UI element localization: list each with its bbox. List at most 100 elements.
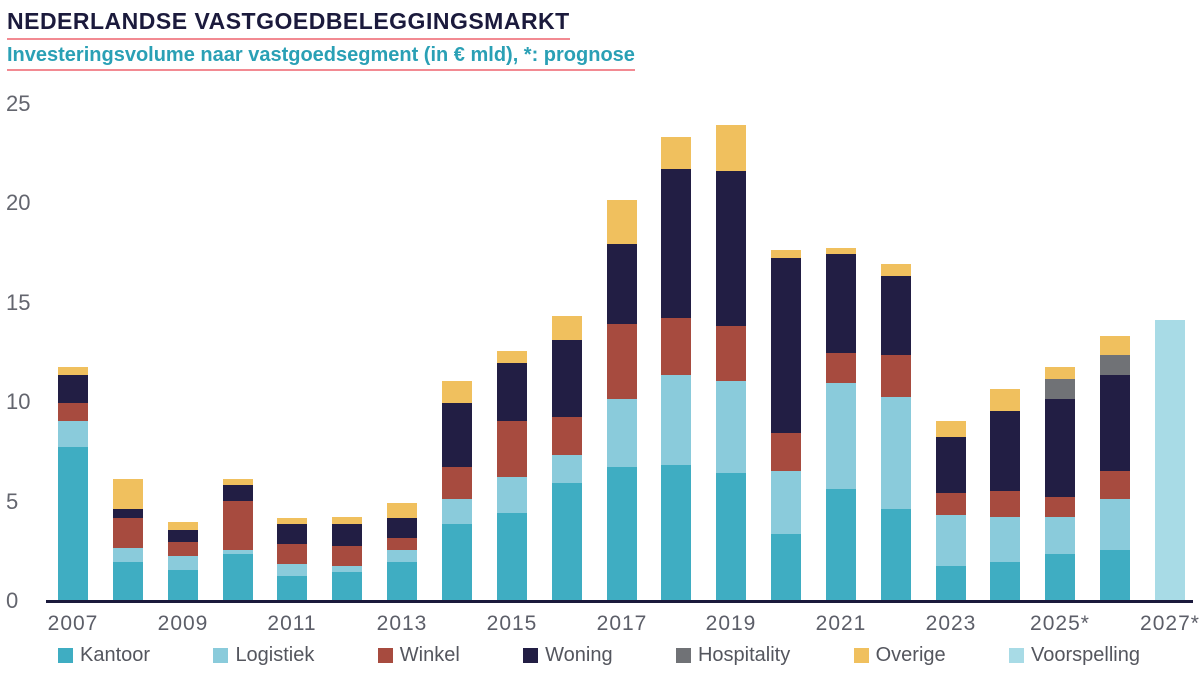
segment-logistiek-2017 [607, 399, 637, 467]
segment-woning-2024 [990, 411, 1020, 491]
segment-woning-2020 [771, 258, 801, 433]
x-tick-2021: 2021 [815, 612, 867, 635]
segment-kantoor-2018 [661, 465, 691, 600]
bar-2017 [607, 200, 637, 600]
segment-woning-2009 [168, 530, 198, 542]
segment-kantoor-2013 [387, 562, 417, 600]
segment-winkel-2026 [1100, 471, 1130, 499]
x-tick-2007: 2007 [47, 612, 99, 635]
segment-kantoor-2011 [277, 576, 307, 600]
segment-woning-2026 [1100, 375, 1130, 471]
y-tick-5: 5 [6, 488, 19, 514]
segment-overige-2008 [113, 479, 143, 509]
segment-overige-2007 [58, 367, 88, 375]
segment-winkel-2023 [936, 493, 966, 515]
segment-logistiek-2011 [277, 564, 307, 576]
segment-winkel-2011 [277, 544, 307, 564]
segment-logistiek-2025 [1045, 517, 1075, 554]
legend-label-woning: Woning [545, 644, 613, 666]
legend-swatch-woning [523, 648, 539, 663]
segment-kantoor-2009 [168, 570, 198, 600]
segment-overige-2023 [936, 421, 966, 437]
bar-2016 [552, 316, 582, 600]
bar-2011 [277, 518, 307, 600]
bar-2010 [223, 479, 253, 600]
segment-winkel-2022 [881, 355, 911, 397]
segment-overige-2012 [332, 517, 362, 524]
segment-logistiek-2012 [332, 566, 362, 572]
segment-kantoor-2008 [113, 562, 143, 600]
legend-label-logistiek: Logistiek [235, 644, 315, 666]
segment-woning-2008 [113, 509, 143, 518]
y-tick-20: 20 [6, 190, 31, 216]
segment-overige-2017 [607, 200, 637, 244]
x-tick-2023: 2023 [925, 612, 977, 635]
y-tick-25: 25 [6, 91, 31, 116]
legend-item-hospitality: Hospitality [675, 644, 791, 667]
segment-overige-2021 [826, 248, 856, 254]
legend-swatch-hospitality [675, 648, 691, 663]
legend-item-woning: Woning [523, 644, 613, 667]
segment-logistiek-2026 [1100, 499, 1130, 550]
segment-woning-2025 [1045, 399, 1075, 497]
segment-winkel-2024 [990, 491, 1020, 517]
bar-2026 [1100, 336, 1130, 600]
segment-logistiek-2010 [223, 550, 253, 554]
segment-overige-2019 [716, 125, 746, 171]
x-tick-2009: 2009 [157, 612, 209, 635]
segment-kantoor-2010 [223, 554, 253, 600]
legend-item-winkel: Winkel [377, 644, 460, 667]
segment-winkel-2021 [826, 353, 856, 383]
segment-kantoor-2016 [552, 483, 582, 600]
segment-logistiek-2021 [826, 383, 856, 489]
legend-label-hospitality: Hospitality [697, 644, 791, 666]
segment-overige-2020 [771, 250, 801, 258]
segment-logistiek-2013 [387, 550, 417, 562]
segment-kantoor-2022 [881, 509, 911, 600]
segment-winkel-2019 [716, 326, 746, 381]
segment-logistiek-2018 [661, 375, 691, 465]
segment-kantoor-2021 [826, 489, 856, 600]
segment-kantoor-2012 [332, 572, 362, 600]
legend-item-logistiek: Logistiek [213, 644, 314, 667]
segment-woning-2023 [936, 437, 966, 493]
segment-woning-2022 [881, 276, 911, 355]
legend-label-winkel: Winkel [399, 644, 460, 666]
legend-item-voorspelling: Voorspelling [1009, 644, 1140, 667]
segment-logistiek-2008 [113, 548, 143, 562]
segment-winkel-2025 [1045, 497, 1075, 517]
bar-2012 [332, 517, 362, 600]
segment-woning-2007 [58, 375, 88, 403]
segment-winkel-2007 [58, 403, 88, 421]
segment-kantoor-2020 [771, 534, 801, 600]
segment-kantoor-2026 [1100, 550, 1130, 600]
segment-overige-2013 [387, 503, 417, 518]
segment-logistiek-2022 [881, 397, 911, 509]
segment-hospitality-2026 [1100, 355, 1130, 375]
bar-2022 [881, 264, 911, 600]
segment-kantoor-2019 [716, 473, 746, 600]
y-tick-15: 15 [6, 289, 31, 315]
segment-woning-2015 [497, 363, 527, 421]
segment-overige-2025 [1045, 367, 1075, 379]
chart-subtitle: Investeringsvolume naar vastgoedsegment … [7, 44, 635, 71]
bar-2024 [990, 389, 1020, 600]
bar-2018 [661, 137, 691, 600]
x-tick-2019: 2019 [705, 612, 757, 635]
legend-swatch-overige [853, 648, 869, 663]
segment-kantoor-2024 [990, 562, 1020, 600]
segment-voorspelling-2027 [1155, 320, 1185, 600]
bar-2023 [936, 421, 966, 600]
bar-2020 [771, 250, 801, 600]
segment-winkel-2008 [113, 518, 143, 548]
segment-winkel-2009 [168, 542, 198, 556]
segment-logistiek-2024 [990, 517, 1020, 562]
segment-logistiek-2015 [497, 477, 527, 513]
segment-overige-2016 [552, 316, 582, 340]
segment-overige-2024 [990, 389, 1020, 411]
segment-logistiek-2020 [771, 471, 801, 534]
legend-label-kantoor: Kantoor [80, 644, 151, 666]
legend-swatch-logistiek [213, 648, 229, 663]
x-tick-2015: 2015 [486, 612, 538, 635]
